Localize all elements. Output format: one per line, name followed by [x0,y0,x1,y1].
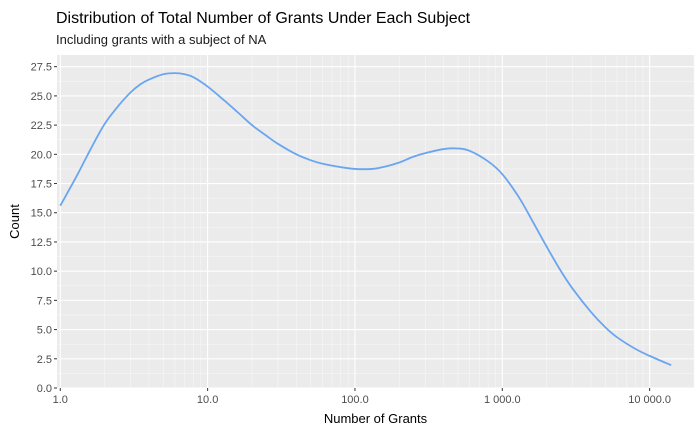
x-tick-label: 1.0 [53,394,68,406]
plot-panel [57,55,694,388]
y-tick-label: 17.5 [31,179,52,191]
y-tick-label: 22.5 [31,120,52,132]
grid-major [57,55,694,389]
y-axis-title: Count [7,204,22,239]
x-axis-title: Number of Grants [324,411,428,426]
density-line [59,72,672,367]
chart-subtitle: Including grants with a subject of NA [56,32,267,47]
y-axis: 0.0 2.5 5.0 7.5 10.0 12.5 15.0 17.5 20.0 22.5 25.0… [31,62,57,395]
x-axis: 1.0 10.0 100.0 1 000.0 10 000.0 [53,388,671,406]
y-tick-label: 10.0 [31,266,52,278]
chart-title: Distribution of Total Number of Grants U… [56,10,471,27]
y-tick-label: 12.5 [31,237,52,249]
y-tick-label: 27.5 [31,62,52,74]
y-tick-label: 7.5 [37,295,52,307]
grid-minor [57,55,695,388]
series-layer [59,72,672,367]
y-tick-label: 20.0 [31,149,52,161]
y-tick-label: 25.0 [31,91,52,103]
x-tick-label: 1 000.0 [484,394,521,406]
y-tick-label: 2.5 [37,354,52,366]
x-tick-label: 100.0 [341,394,369,406]
x-tick-label: 10 000.0 [628,394,671,406]
y-tick-label: 15.0 [31,208,52,220]
y-tick-label: 0.0 [37,383,52,395]
y-tick-label: 5.0 [37,325,52,337]
x-tick-label: 10.0 [197,394,218,406]
